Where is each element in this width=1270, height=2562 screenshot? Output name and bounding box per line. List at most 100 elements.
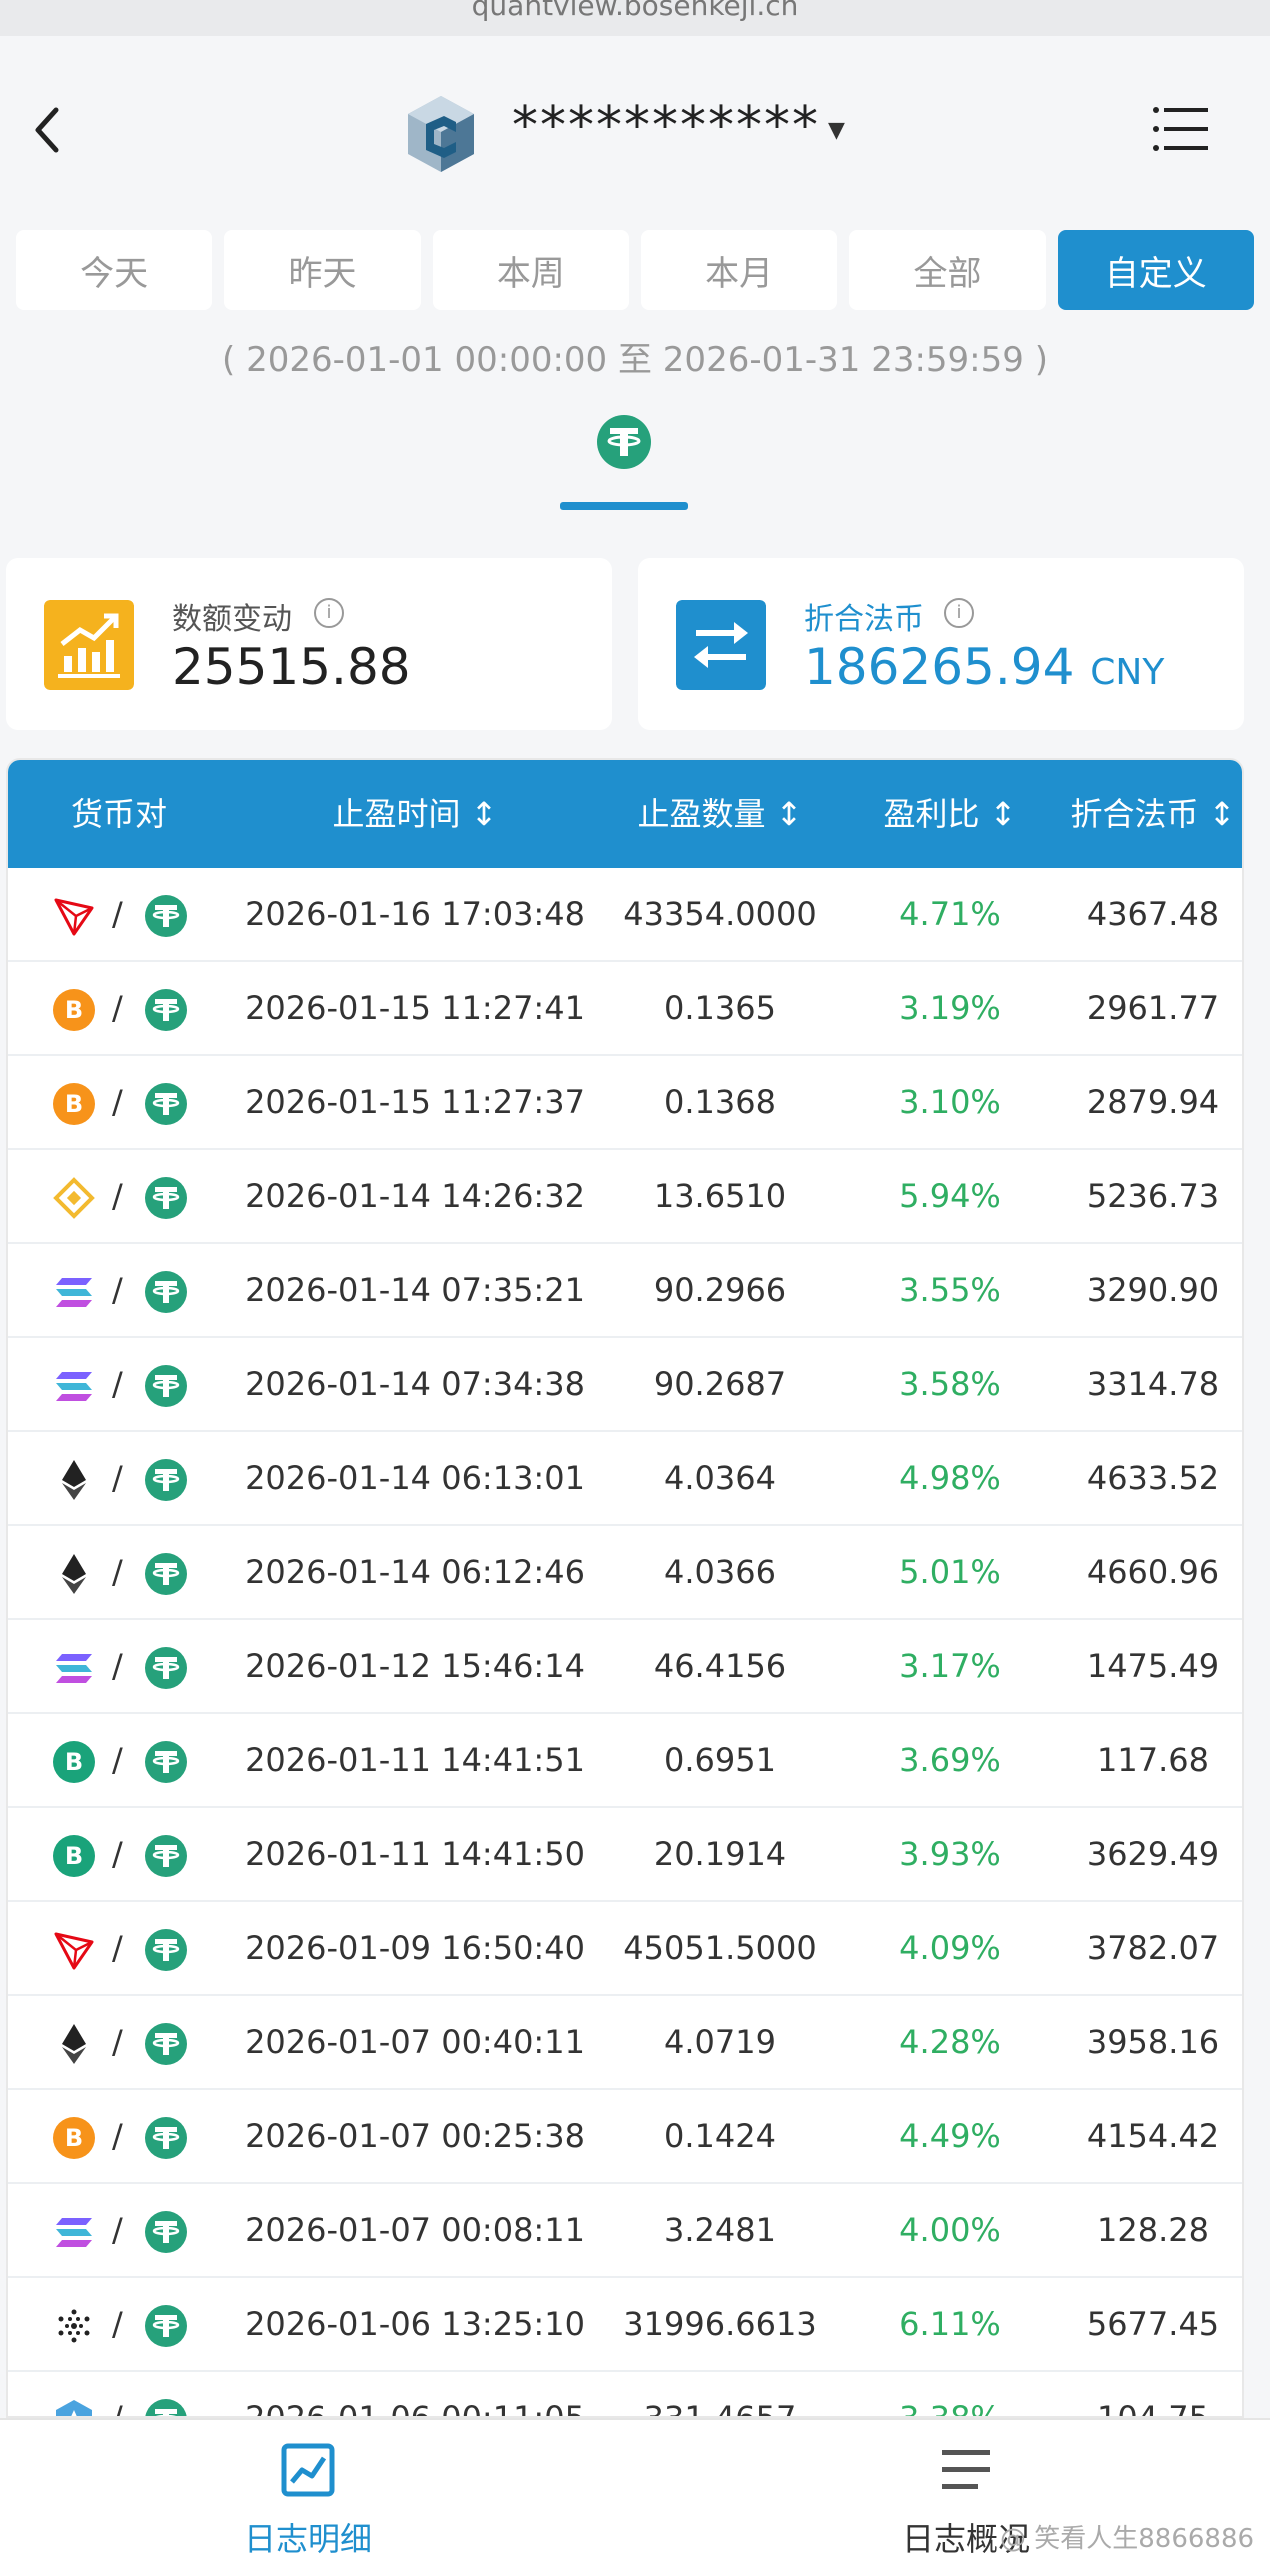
url-bar[interactable]: quantview.bosenkeji.cn bbox=[0, 0, 1270, 36]
pair-separator: / bbox=[112, 1083, 123, 1121]
pair-cell: B / bbox=[8, 1056, 230, 1148]
nav-log-detail[interactable]: 日志明细 bbox=[158, 2420, 458, 2562]
pair-separator: / bbox=[112, 1177, 123, 1215]
time-cell: 2026-01-16 17:03:48 bbox=[245, 895, 585, 933]
table-row[interactable]: / 2026-01-14 07:34:38 90.2687 3.58% 3314… bbox=[8, 1338, 1242, 1432]
table-row[interactable]: / 2026-01-14 07:35:21 90.2966 3.55% 3290… bbox=[8, 1244, 1242, 1338]
pair-cell: / bbox=[8, 868, 230, 960]
table-row[interactable]: B / 2026-01-11 14:41:51 0.6951 3.69% 117… bbox=[8, 1714, 1242, 1808]
time-cell: 2026-01-07 00:08:11 bbox=[245, 2211, 585, 2249]
header-qty[interactable]: 止盈数量 ↕ bbox=[637, 795, 803, 833]
ratio-cell: 3.58% bbox=[899, 1365, 1001, 1403]
pair-separator: / bbox=[112, 1271, 123, 1309]
exchange-icon bbox=[676, 600, 766, 690]
header-time[interactable]: 止盈时间 ↕ bbox=[332, 795, 498, 833]
ratio-cell: 4.71% bbox=[899, 895, 1001, 933]
pair-separator: / bbox=[112, 1553, 123, 1591]
usdt-icon bbox=[144, 1176, 188, 1220]
pair-separator: / bbox=[112, 1647, 123, 1685]
fiat-total-value: 186265.94 CNY bbox=[804, 638, 1164, 696]
chart-icon bbox=[281, 2443, 335, 2497]
table-row[interactable]: B / 2026-01-11 14:41:50 20.1914 3.93% 36… bbox=[8, 1808, 1242, 1902]
ratio-cell: 4.00% bbox=[899, 2211, 1001, 2249]
account-dropdown-icon[interactable]: ▼ bbox=[828, 118, 845, 143]
bottom-nav: 日志明细 日志概况 bbox=[0, 2418, 1270, 2562]
back-button[interactable] bbox=[28, 100, 68, 160]
qty-cell: 43354.0000 bbox=[623, 895, 817, 933]
trx-icon bbox=[52, 1928, 96, 1972]
eth-icon bbox=[52, 1458, 96, 1502]
pair-cell: B / bbox=[8, 1808, 230, 1900]
pair-separator: / bbox=[112, 2117, 123, 2155]
header-fiat[interactable]: 折合法币 ↕ bbox=[1070, 795, 1236, 833]
period-tabs: 今天 昨天 本周 本月 全部 自定义 bbox=[16, 230, 1254, 310]
ratio-cell: 3.55% bbox=[899, 1271, 1001, 1309]
usdt-icon bbox=[144, 1270, 188, 1314]
time-cell: 2026-01-12 15:46:14 bbox=[245, 1647, 585, 1685]
svg-text:B: B bbox=[65, 2124, 83, 2152]
qty-cell: 45051.5000 bbox=[623, 1929, 817, 1967]
table-row[interactable]: / 2026-01-06 13:25:10 31996.6613 6.11% 5… bbox=[8, 2278, 1242, 2372]
time-cell: 2026-01-14 06:12:46 bbox=[245, 1553, 585, 1591]
tab-yesterday[interactable]: 昨天 bbox=[224, 230, 421, 310]
info-icon[interactable]: i bbox=[314, 598, 344, 628]
table-row[interactable]: / 2026-01-16 17:03:48 43354.0000 4.71% 4… bbox=[8, 868, 1242, 962]
pair-separator: / bbox=[112, 1459, 123, 1497]
tab-today[interactable]: 今天 bbox=[16, 230, 213, 310]
table-row[interactable]: B / 2026-01-15 11:27:37 0.1368 3.10% 287… bbox=[8, 1056, 1242, 1150]
table-row[interactable]: B / 2026-01-07 00:25:38 0.1424 4.49% 415… bbox=[8, 2090, 1242, 2184]
table-row[interactable]: / 2026-01-14 14:26:32 13.6510 5.94% 5236… bbox=[8, 1150, 1242, 1244]
table-row[interactable]: B / 2026-01-15 11:27:41 0.1365 3.19% 296… bbox=[8, 962, 1242, 1056]
table-row[interactable]: / 2026-01-14 06:13:01 4.0364 4.98% 4633.… bbox=[8, 1432, 1242, 1526]
fiat-cell: 2879.94 bbox=[1086, 1083, 1220, 1121]
pair-cell: / bbox=[8, 1620, 230, 1712]
fiat-cell: 1475.49 bbox=[1086, 1647, 1220, 1685]
pair-separator: / bbox=[112, 895, 123, 933]
table-row[interactable]: / 2026-01-09 16:50:40 45051.5000 4.09% 3… bbox=[8, 1902, 1242, 1996]
account-name[interactable]: *********** bbox=[512, 96, 820, 156]
pair-cell: / bbox=[8, 2184, 230, 2276]
amount-change-value: 25515.88 bbox=[172, 638, 411, 696]
chevron-left-icon bbox=[35, 107, 59, 153]
table-row[interactable]: / 2026-01-07 00:08:11 3.2481 4.00% 128.2… bbox=[8, 2184, 1242, 2278]
header-pair: 货币对 bbox=[70, 795, 167, 833]
menu-icon bbox=[1153, 107, 1208, 151]
btc-icon: B bbox=[52, 988, 96, 1032]
pair-cell: B / bbox=[8, 1714, 230, 1806]
eth-icon bbox=[52, 1552, 96, 1596]
table-row[interactable]: / 2026-01-07 00:40:11 4.0719 4.28% 3958.… bbox=[8, 1996, 1242, 2090]
nav-log-overview[interactable]: 日志概况 bbox=[816, 2420, 1116, 2562]
pair-cell: / bbox=[8, 1902, 230, 1994]
info-icon[interactable]: i bbox=[944, 598, 974, 628]
usdt-icon bbox=[144, 1834, 188, 1878]
time-cell: 2026-01-14 14:26:32 bbox=[245, 1177, 585, 1215]
date-range[interactable]: ( 2026-01-01 00:00:00 至 2026-01-31 23:59… bbox=[222, 340, 1048, 380]
tab-all[interactable]: 全部 bbox=[849, 230, 1046, 310]
pair-separator: / bbox=[112, 2399, 123, 2418]
ratio-cell: 3.38% bbox=[899, 2399, 1001, 2418]
header-ratio[interactable]: 盈利比 ↕ bbox=[883, 795, 1017, 833]
ratio-cell: 5.01% bbox=[899, 1553, 1001, 1591]
ratio-cell: 4.28% bbox=[899, 2023, 1001, 2061]
qty-cell: 4.0364 bbox=[664, 1459, 776, 1497]
usdt-icon bbox=[144, 1364, 188, 1408]
usdt-icon bbox=[597, 415, 651, 469]
menu-button[interactable] bbox=[1152, 106, 1210, 152]
tab-this-month[interactable]: 本月 bbox=[640, 230, 838, 310]
qty-cell: 90.2687 bbox=[653, 1365, 787, 1403]
watermark: @ 笑看人生8866886 bbox=[1000, 2524, 1255, 2554]
coin-tab-usdt[interactable] bbox=[560, 410, 688, 510]
table-row[interactable]: / 2026-01-12 15:46:14 46.4156 3.17% 1475… bbox=[8, 1620, 1242, 1714]
qty-cell: 4.0719 bbox=[664, 2023, 776, 2061]
qty-cell: 31996.6613 bbox=[623, 2305, 817, 2343]
table-row[interactable]: / 2026-01-14 06:12:46 4.0366 5.01% 4660.… bbox=[8, 1526, 1242, 1620]
pair-cell: B / bbox=[8, 962, 230, 1054]
tab-this-week[interactable]: 本周 bbox=[432, 230, 629, 310]
btc-green-icon: B bbox=[52, 1834, 96, 1878]
nav-log-detail-label: 日志明细 bbox=[243, 2520, 372, 2558]
tab-custom[interactable]: 自定义 bbox=[1057, 230, 1254, 310]
btc-icon: B bbox=[52, 2116, 96, 2160]
table-row[interactable]: / 2026-01-06 00:11:05 331.4657 3.38% 104… bbox=[8, 2372, 1242, 2418]
pair-cell: / bbox=[8, 1526, 230, 1618]
list-icon bbox=[942, 2450, 990, 2489]
